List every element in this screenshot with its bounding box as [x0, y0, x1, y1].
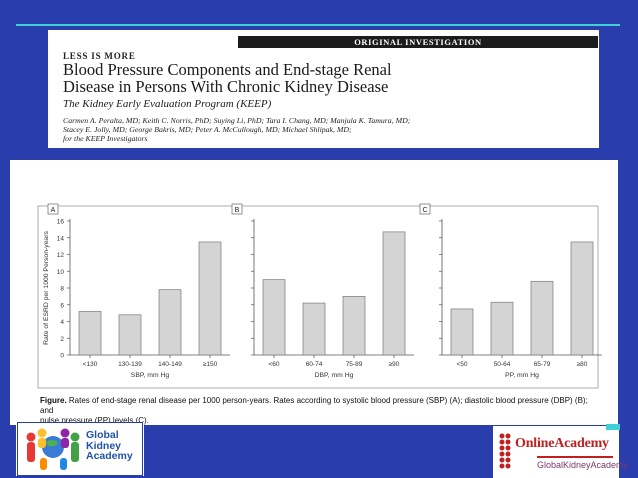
logo-right-subtext: GlobalKidneyAcademy — [537, 460, 629, 470]
author-list: Carmen A. Peralta, MD; Keith C. Norris, … — [63, 116, 593, 143]
people-globe-icon — [26, 428, 80, 470]
figure-frame — [37, 205, 599, 389]
x-axis-label-B: DBP, mm Hg — [315, 372, 354, 379]
figure-caption: Figure. Rates of end-stage renal disease… — [40, 396, 600, 426]
logo-right-underline — [537, 456, 613, 458]
x-tick-label: <130 — [83, 361, 98, 368]
article-title-line-2: Disease in Persons With Chronic Kidney D… — [63, 77, 389, 96]
x-tick-label: 140-149 — [158, 361, 182, 368]
author-line-3: for the KEEP Investigators — [63, 134, 148, 143]
panel-label-box-A — [47, 203, 59, 215]
panel-label-C: C — [422, 207, 427, 214]
bar-B-2 — [342, 296, 366, 356]
author-line-1: Carmen A. Peralta, MD; Keith C. Norris, … — [63, 116, 411, 125]
bar-A-2 — [158, 289, 182, 356]
logo-left-line-1: Global — [86, 429, 119, 441]
panel-label-box-C — [419, 203, 431, 215]
x-tick-label: 65-79 — [534, 361, 551, 368]
x-axis-label-C: PP, mm Hg — [505, 372, 539, 379]
panel-label-A: A — [51, 207, 56, 214]
logo-left-wordmark: Global Kidney Academy — [86, 430, 133, 462]
x-tick-label: ≥80 — [577, 361, 588, 368]
bar-A-1 — [118, 314, 142, 356]
y-tick-label: 2 — [60, 336, 64, 343]
article-kicker: LESS IS MORE — [63, 51, 136, 61]
x-tick-label: ≥90 — [389, 361, 400, 368]
kidney-dots-icon — [499, 433, 511, 469]
caption-label: Figure. — [40, 396, 67, 405]
panel-label-B: B — [235, 207, 240, 214]
figure-panel: A 0 2 4 6 8 10 12 14 16 <130 130-139 140-149 ≥150 SBP,… — [10, 160, 618, 425]
global-kidney-academy-logo: Global Kidney Academy — [16, 422, 144, 476]
y-tick-label: 0 — [60, 353, 64, 360]
x-tick-label: 130-139 — [118, 361, 142, 368]
author-line-2: Stacey E. Jolly, MD; George Bakris, MD; … — [63, 125, 352, 134]
bar-B-0 — [262, 279, 286, 356]
top-accent-rule — [16, 24, 620, 26]
y-tick-label: 16 — [57, 219, 65, 226]
bar-C-2 — [530, 280, 554, 356]
y-tick-label: 10 — [57, 269, 65, 276]
bar-A-3 — [198, 241, 222, 356]
x-tick-label: <50 — [456, 361, 467, 368]
y-tick-label: 6 — [60, 302, 64, 309]
logo-frame — [17, 422, 143, 476]
logo-left-line-3: Academy — [86, 450, 133, 462]
bar-B-3 — [382, 231, 406, 356]
y-tick-label: 8 — [60, 286, 64, 293]
x-tick-label: 50-64 — [494, 361, 511, 368]
article-title-line-1: Blood Pressure Components and End-stage … — [63, 60, 392, 79]
caption-line-2: pulse pressure (PP) levels (C). — [40, 416, 149, 425]
caption-line-1: Rates of end-stage renal disease per 100… — [40, 396, 588, 415]
x-axis-label-A: SBP, mm Hg — [131, 372, 170, 379]
bar-B-1 — [302, 302, 326, 356]
y-tick-label: 4 — [60, 319, 64, 326]
logo-right-wordmark: OnlineAcademy — [515, 436, 609, 451]
article-header-image: ORIGINAL INVESTIGATION LESS IS MORE Bloo… — [48, 30, 599, 148]
panel-label-box-B — [231, 203, 243, 215]
bar-chart-figure: A 0 2 4 6 8 10 12 14 16 <130 130-139 140-149 ≥150 SBP,… — [37, 203, 602, 389]
x-tick-label: 60-74 — [306, 361, 323, 368]
logo-left-line-2: Kidney — [86, 439, 122, 452]
bar-C-0 — [450, 308, 474, 356]
online-academy-logo: OnlineAcademy GlobalKidneyAcademy — [493, 426, 628, 478]
bar-C-3 — [570, 241, 594, 356]
article-subtitle: The Kidney Early Evaluation Program (KEE… — [63, 98, 272, 110]
y-axis-label: Rate of ESRD per 1000 Person-years — [43, 231, 50, 345]
bar-A-0 — [78, 311, 102, 356]
article-title: Blood Pressure Components and End-stage … — [63, 61, 583, 95]
corner-accent — [606, 424, 620, 430]
y-tick-label: 12 — [57, 252, 65, 259]
x-tick-label: <60 — [268, 361, 279, 368]
x-tick-label: ≥150 — [203, 361, 218, 368]
y-tick-label: 14 — [57, 235, 65, 242]
original-investigation-banner: ORIGINAL INVESTIGATION — [238, 36, 598, 48]
bar-C-1 — [490, 301, 514, 356]
x-tick-label: 75-89 — [346, 361, 363, 368]
